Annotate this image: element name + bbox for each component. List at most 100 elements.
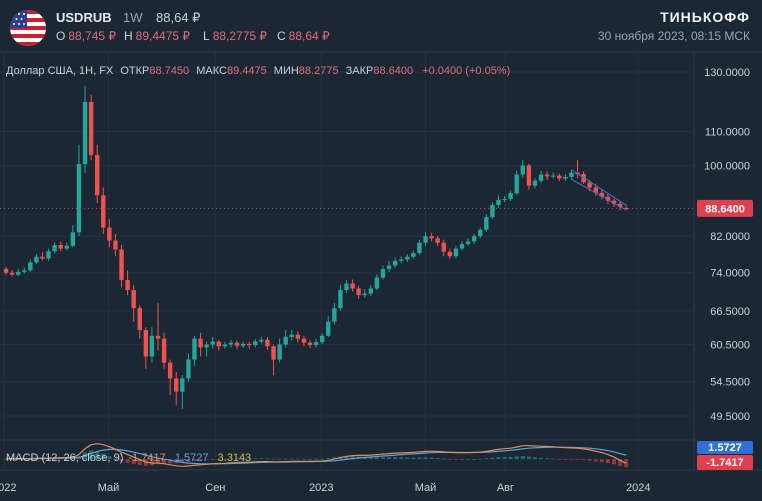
time-tick-label: 2023 xyxy=(309,482,333,494)
legend-instrument: Доллар США, 1Н, FX xyxy=(6,65,114,77)
candle-body xyxy=(295,334,301,339)
us-flag-icon xyxy=(10,10,46,46)
candle-body xyxy=(417,242,422,254)
candle-body xyxy=(484,217,489,230)
ohlc-key: O xyxy=(56,29,66,43)
ohlc-high: H 89,4475 ₽ xyxy=(124,29,190,43)
macd-hist-bar xyxy=(539,457,544,460)
macd-hist-bar xyxy=(52,458,57,460)
legend-high: 89.4475 xyxy=(226,65,267,77)
candle xyxy=(228,339,234,348)
candle xyxy=(46,248,51,261)
ohlc-low: L 88,2775 ₽ xyxy=(203,29,267,43)
candle xyxy=(623,205,629,210)
macd-hist-bar xyxy=(113,458,118,460)
macd-hist-bar xyxy=(466,459,471,460)
candle-body xyxy=(459,244,465,249)
candle xyxy=(119,244,124,288)
candle xyxy=(155,302,161,351)
candle-body xyxy=(453,248,459,257)
candle xyxy=(101,187,106,235)
candle-body xyxy=(301,338,307,343)
macd-hist-bar xyxy=(496,457,501,460)
macd-hist-bar xyxy=(423,457,428,460)
macd-hist-bar xyxy=(198,459,203,461)
macd-hist-bar xyxy=(557,459,562,460)
candle xyxy=(496,195,501,208)
candle xyxy=(459,241,465,251)
ticker-symbol[interactable]: USDRUB xyxy=(56,10,112,25)
time-ticks: 2022 Май Сен 2023 Май Авг 2024 xyxy=(0,482,651,494)
candle-body xyxy=(514,174,519,194)
candle xyxy=(131,284,136,322)
candle xyxy=(58,241,63,252)
macd-hist-bar xyxy=(332,457,337,460)
macd-hist-bar xyxy=(265,458,270,460)
candle-body xyxy=(319,335,325,343)
time-tick-label: 2022 xyxy=(0,482,17,494)
macd-hist-bar xyxy=(289,458,294,460)
ohlc-open: O 88,745 ₽ xyxy=(56,29,116,43)
candle xyxy=(575,160,580,179)
price-axis xyxy=(694,52,762,470)
macd-hist-bar xyxy=(490,457,495,460)
brand-logo: ТИНЬКОФФ xyxy=(660,9,750,25)
ohlc-key: L xyxy=(203,29,210,43)
candle xyxy=(471,234,477,244)
candle-body xyxy=(599,192,605,197)
macd-hist-bar xyxy=(399,457,404,460)
macd-hist-bar xyxy=(95,451,100,460)
macd-hist-bar xyxy=(22,459,27,460)
ohlc-close: C 88,64 ₽ xyxy=(277,29,330,43)
candle xyxy=(380,265,386,280)
macd-hist-bar xyxy=(350,456,355,460)
candle xyxy=(392,257,398,268)
candle xyxy=(520,160,525,179)
interval-label[interactable]: 1W xyxy=(123,10,143,25)
candle xyxy=(405,253,410,262)
macd-pane xyxy=(4,443,629,468)
candle-body xyxy=(125,280,130,291)
candle-body xyxy=(465,241,471,245)
macd-hist-bar xyxy=(320,458,325,460)
macd-hist-bar xyxy=(387,457,392,460)
macd-hist-bar xyxy=(16,459,21,460)
candle-body xyxy=(216,341,221,347)
candle xyxy=(319,332,325,344)
legend-high-label: МАКС xyxy=(196,65,227,77)
price-tick-label: 74.0000 xyxy=(710,268,750,280)
candle-body xyxy=(611,200,617,204)
macd-hist-bar xyxy=(119,459,124,462)
macd-hist-bar xyxy=(137,459,142,466)
candle-body xyxy=(58,244,63,249)
candle xyxy=(113,234,118,257)
candle xyxy=(502,195,507,203)
candle-body xyxy=(149,335,155,357)
candle-body xyxy=(399,259,404,261)
macd-hist-bar xyxy=(618,459,623,466)
candle-body xyxy=(356,288,361,296)
candle xyxy=(107,219,112,248)
macd-hist-bar xyxy=(545,458,550,460)
chart-legend: Доллар США, 1Н, FX ОТКР88.7450 МАКС89.44… xyxy=(6,65,510,77)
candle-body xyxy=(435,238,440,243)
candle xyxy=(64,242,69,251)
candle-body xyxy=(204,344,209,348)
datetime-label: 30 ноября 2023, 08:15 МСК xyxy=(597,29,750,43)
candle xyxy=(271,344,276,376)
candle xyxy=(362,289,367,298)
candle-body xyxy=(198,338,203,348)
candle-body xyxy=(386,265,392,269)
price-tick-label: 130.0000 xyxy=(704,67,750,79)
macd-hist-bar xyxy=(581,459,586,461)
candle xyxy=(28,259,33,272)
candle-body xyxy=(392,260,398,266)
macd-hist-bar xyxy=(216,458,221,460)
price-tick-label: 66.5000 xyxy=(710,306,750,318)
candle xyxy=(557,173,562,182)
candle xyxy=(76,144,82,237)
candle-body xyxy=(569,172,574,178)
legend-change: +0.0400 (+0.05%) xyxy=(422,65,511,77)
candle xyxy=(22,267,27,274)
